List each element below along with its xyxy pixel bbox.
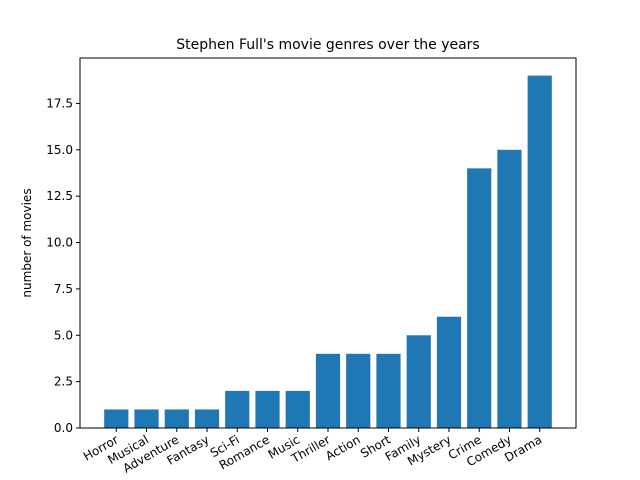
bar-adventure	[164, 409, 189, 428]
bar-short	[376, 353, 401, 428]
bar-comedy	[497, 149, 522, 428]
bar-sci-fi	[225, 390, 250, 428]
x-ticks-group: HorrorMusicalAdventureFantasySci-FiRoman…	[81, 428, 544, 476]
bar-crime	[467, 168, 492, 428]
plot-frame	[79, 57, 577, 429]
y-ticks-group: 0.0 2.5 5.0 7.5 10.0 12.5 15.0 17.5	[46, 96, 80, 435]
chart-title: Stephen Full's movie genres over the yea…	[176, 37, 479, 53]
y-tick-label: 5.0	[54, 328, 73, 342]
bar-horror	[104, 409, 129, 428]
bar-mystery	[436, 316, 462, 428]
y-axis-label: number of movies	[20, 188, 34, 297]
y-tick-label: 2.5	[54, 375, 73, 389]
y-tick-label: 15.0	[46, 143, 73, 157]
bar-drama	[527, 75, 552, 428]
y-tick-label: 12.5	[46, 189, 73, 203]
bar-romance	[255, 390, 280, 428]
y-tick-label: 7.5	[54, 282, 73, 296]
y-tick-label: 10.0	[46, 236, 73, 250]
bar-music	[285, 390, 310, 428]
bars-group	[104, 75, 552, 428]
bar-family	[406, 335, 431, 428]
y-tick-label: 0.0	[54, 421, 73, 435]
bar-action	[346, 353, 371, 428]
bar-musical	[134, 409, 159, 428]
x-tick-label-action: Action	[323, 432, 363, 463]
bar-fantasy	[194, 409, 220, 428]
y-tick-label: 17.5	[46, 96, 73, 110]
bar-thriller	[315, 353, 341, 428]
